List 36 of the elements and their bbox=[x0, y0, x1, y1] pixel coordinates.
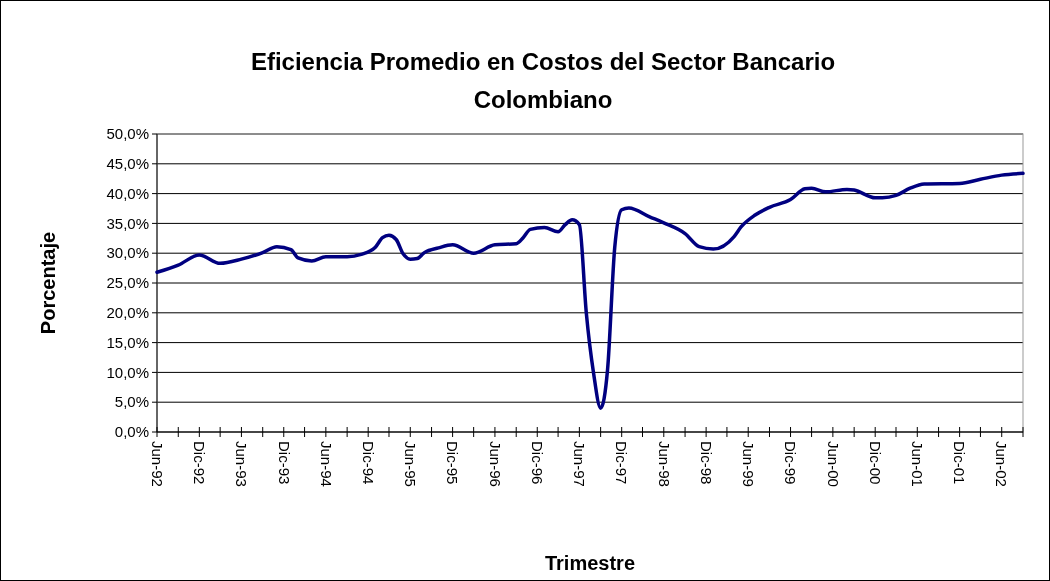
x-tick-label: Dic-92 bbox=[191, 441, 209, 485]
y-tick-label: 45,0% bbox=[106, 155, 149, 173]
line-series bbox=[155, 171, 1025, 410]
x-tick-label: Dic-95 bbox=[444, 441, 462, 485]
y-axis-title: Porcentaje bbox=[37, 231, 59, 335]
y-tick-label: 20,0% bbox=[106, 304, 149, 322]
chart-title: Eficiencia Promedio en Costos del Sector Bancario Colombiano bbox=[250, 48, 836, 113]
x-tick-label: Jun-94 bbox=[317, 441, 335, 487]
x-axis-title: Trimestre bbox=[544, 552, 636, 574]
x-tick-label: Dic-98 bbox=[697, 441, 715, 485]
x-tick-label: Dic-97 bbox=[613, 441, 631, 485]
y-tick-label: 0,0% bbox=[114, 423, 149, 441]
x-tick-label: Dic-94 bbox=[359, 441, 377, 485]
x-tick-label: Dic-00 bbox=[866, 441, 884, 485]
x-tick-label: Jun-96 bbox=[486, 441, 504, 487]
x-tick-label: Dic-96 bbox=[529, 441, 547, 485]
x-tick-label: Jun-02 bbox=[993, 441, 1011, 487]
y-tick-label: 35,0% bbox=[106, 214, 149, 232]
x-tick-label: Jun-93 bbox=[233, 441, 251, 487]
x-tick-label: Jun-99 bbox=[739, 441, 757, 487]
y-tick-label: 25,0% bbox=[106, 274, 149, 292]
x-tick-label: Jun-95 bbox=[402, 441, 420, 487]
x-tick-label: Jun-01 bbox=[909, 441, 927, 487]
x-tick-label: Dic-01 bbox=[951, 441, 969, 485]
y-tick-label: 50,0% bbox=[106, 125, 149, 143]
x-tick-label: Jun-98 bbox=[655, 441, 673, 487]
y-tick-label: 10,0% bbox=[106, 363, 149, 381]
y-tick-label: 15,0% bbox=[106, 333, 149, 351]
y-tick-label: 30,0% bbox=[106, 244, 149, 262]
x-tick-label: Jun-00 bbox=[824, 441, 842, 487]
y-tick-label: 5,0% bbox=[114, 393, 149, 411]
x-tick-label: Jun-92 bbox=[148, 441, 166, 487]
y-tick-label: 40,0% bbox=[106, 184, 149, 202]
x-tick-label: Jun-97 bbox=[571, 441, 589, 487]
x-tick-label: Dic-99 bbox=[782, 441, 800, 485]
x-tick-label: Dic-93 bbox=[275, 441, 293, 485]
